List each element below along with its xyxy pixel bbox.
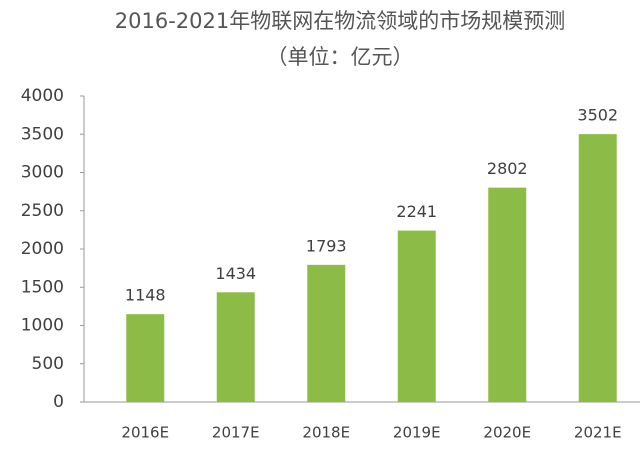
value-label: 3502	[577, 106, 618, 125]
x-tick-label: 2019E	[393, 424, 441, 442]
bar	[578, 134, 617, 403]
x-tick-label: 2020E	[483, 424, 531, 442]
y-tick-label: 3000	[21, 163, 64, 183]
x-tick-label: 2018E	[302, 424, 350, 442]
bar	[126, 314, 165, 402]
y-tick-label: 0	[53, 392, 64, 412]
bar	[307, 264, 346, 402]
value-label: 1148	[125, 286, 166, 305]
y-tick-label: 2000	[21, 239, 64, 259]
bar	[397, 230, 436, 402]
value-label: 2802	[487, 159, 528, 178]
x-tick-label: 2017E	[212, 424, 260, 442]
value-label: 2241	[396, 202, 437, 221]
chart-subtitle: （单位：亿元）	[267, 45, 414, 69]
chart-title: 2016-2021年物联网在物流领域的市场规模预测	[115, 9, 565, 33]
y-tick-label: 4000	[21, 86, 64, 106]
x-tick-label: 2021E	[574, 424, 622, 442]
y-tick-label: 2500	[21, 201, 64, 221]
y-tick-label: 3500	[21, 124, 64, 144]
bar	[216, 292, 255, 402]
bar	[488, 187, 527, 402]
value-label: 1793	[306, 236, 347, 255]
value-label: 1434	[215, 264, 256, 283]
y-tick-label: 1500	[21, 277, 64, 297]
y-tick-label: 1000	[21, 316, 64, 336]
x-tick-label: 2016E	[121, 424, 169, 442]
y-tick-label: 500	[32, 354, 64, 374]
